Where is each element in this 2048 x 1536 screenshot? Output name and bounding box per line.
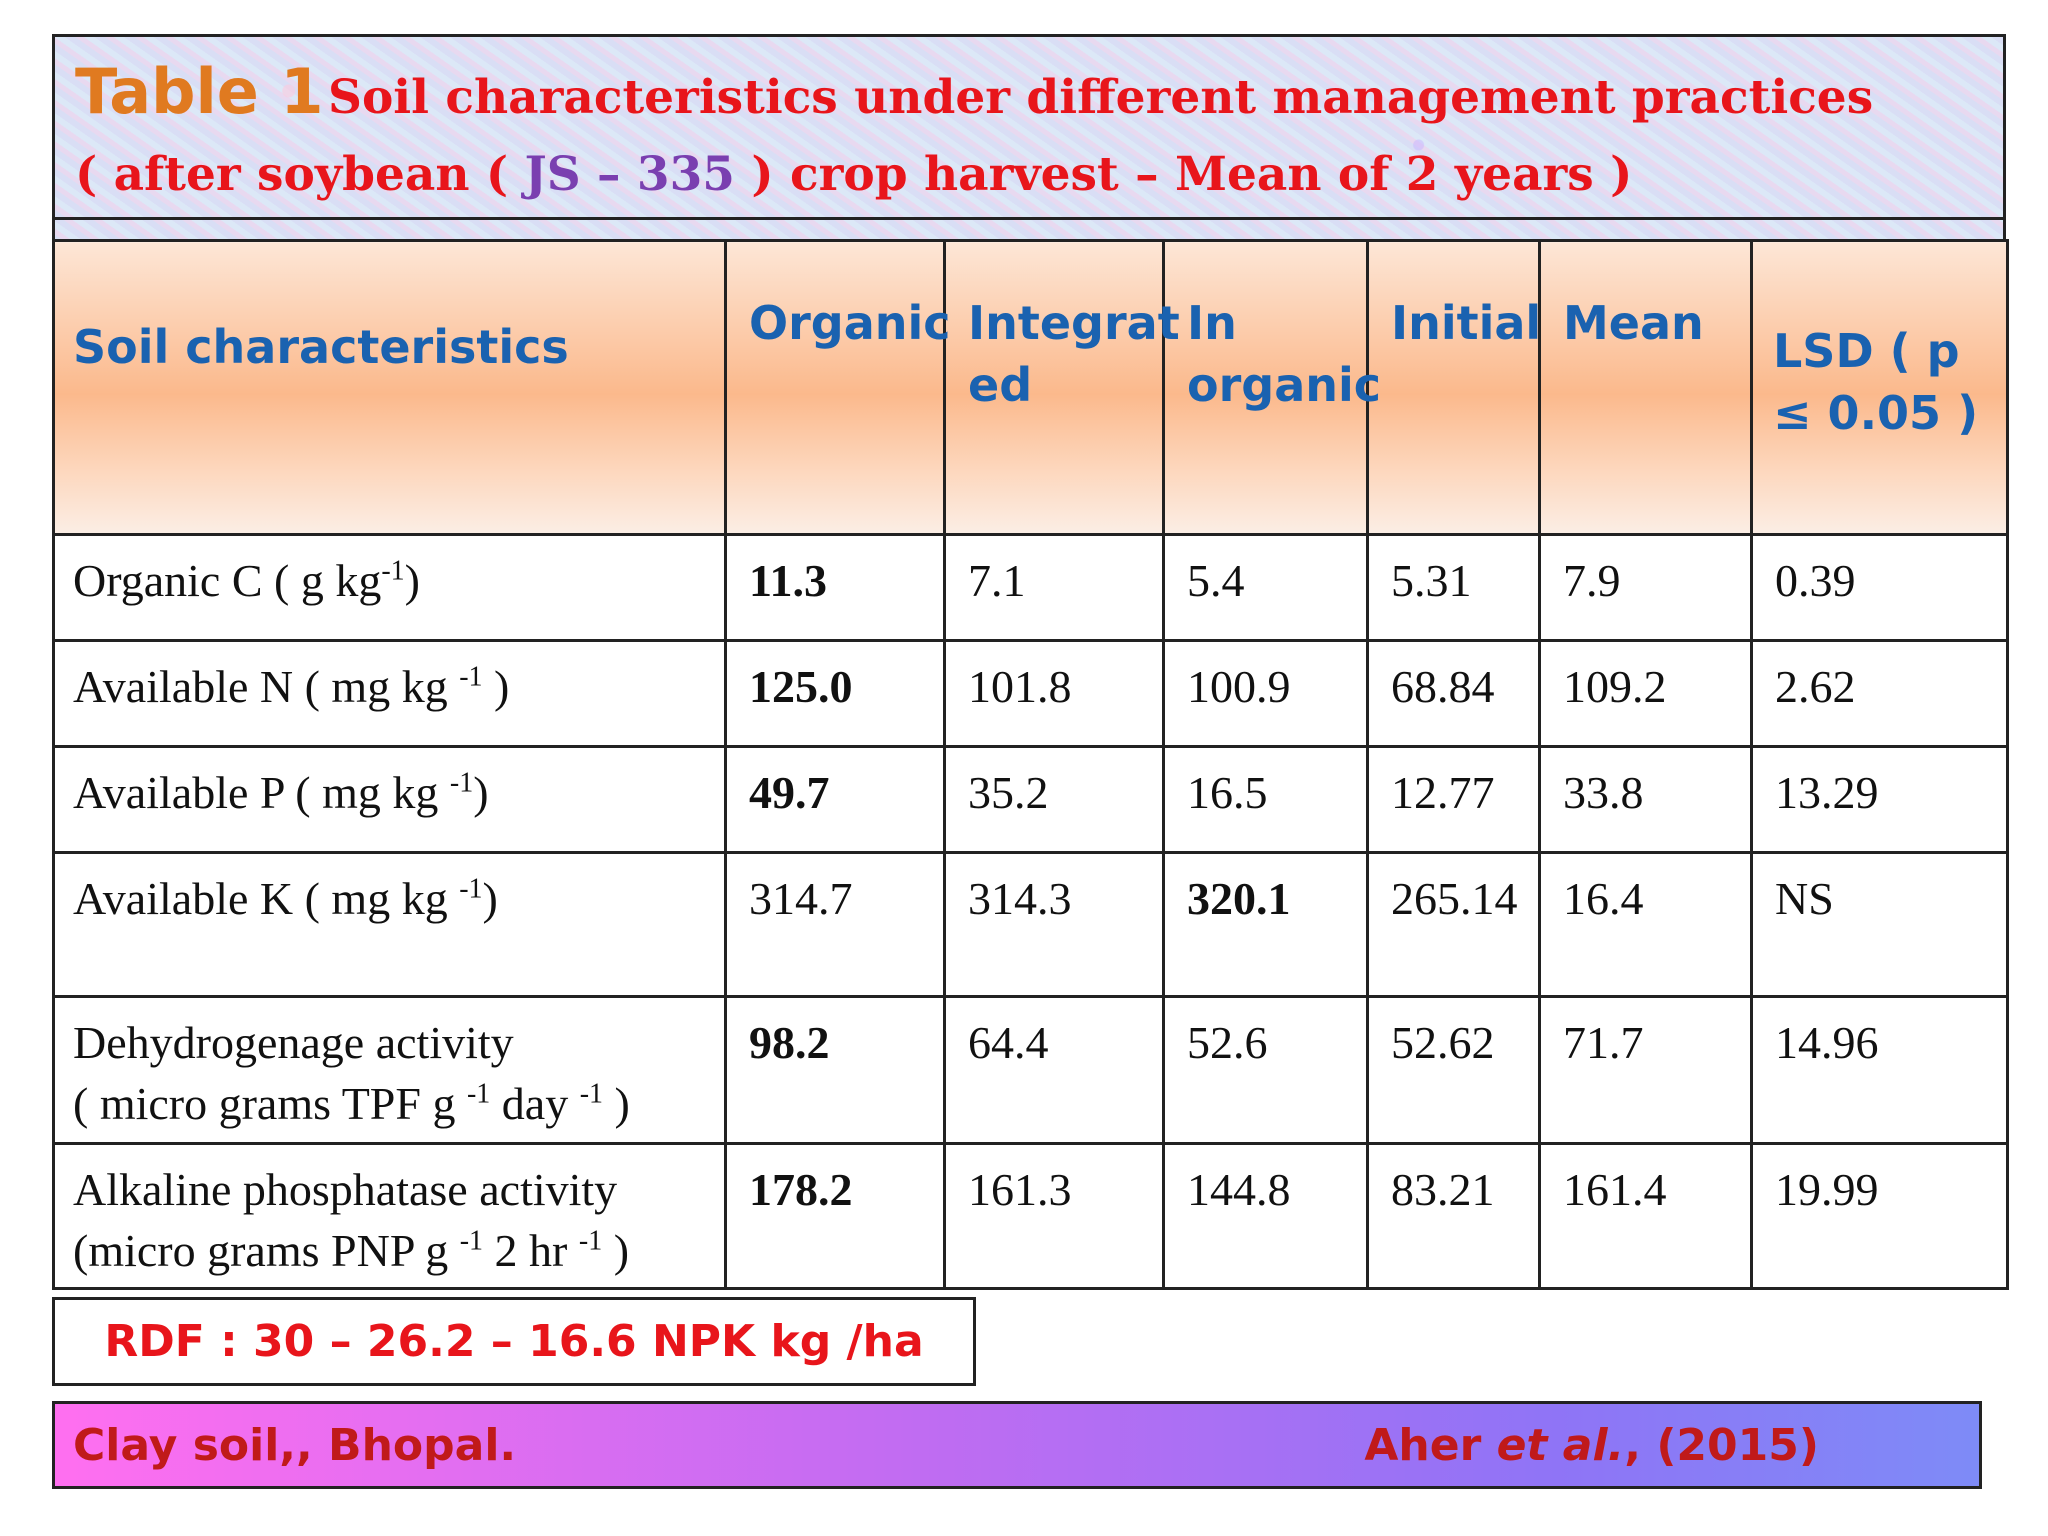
cell-integrated: 101.8 <box>943 639 1165 748</box>
cell-lsd: 13.29 <box>1750 745 2009 854</box>
row-label: Available K ( mg kg -1) <box>52 851 727 998</box>
cell-initial: 52.62 <box>1366 995 1541 1145</box>
header-initial: Initial <box>1366 239 1541 536</box>
cell-inorganic: 16.5 <box>1162 745 1369 854</box>
soil-table: Soil characteristics Organic Integrat ed… <box>52 239 2009 1290</box>
title-line-2: ( after soybean ( JS – 335 ) crop harves… <box>75 147 1632 202</box>
cell-initial: 5.31 <box>1366 533 1541 642</box>
cell-inorganic: 100.9 <box>1162 639 1369 748</box>
title-line-1: Table 1 Soil characteristics under diffe… <box>75 55 1873 128</box>
cell-inorganic: 5.4 <box>1162 533 1369 642</box>
cell-mean: 109.2 <box>1538 639 1753 748</box>
cell-organic: 125.0 <box>724 639 946 748</box>
header-integrated: Integrat ed <box>943 239 1180 536</box>
header-inorganic: In organic <box>1162 239 1381 536</box>
cell-initial: 68.84 <box>1366 639 1541 748</box>
cell-lsd: 2.62 <box>1750 639 2009 748</box>
cell-inorganic: 320.1 <box>1162 851 1369 998</box>
location-text: Clay soil,, Bhopal. <box>73 1420 517 1471</box>
header-organic: Organic <box>724 239 951 536</box>
subtitle-close: ) crop harvest – Mean of 2 years ) <box>751 147 1633 202</box>
cell-integrated: 64.4 <box>943 995 1165 1145</box>
table-row: Alkaline phosphatase activity (micro gram… <box>52 1142 2009 1290</box>
footer-banner: Clay soil,, Bhopal. Aher et al., (2015) <box>52 1401 1982 1489</box>
cell-organic: 98.2 <box>724 995 946 1145</box>
cell-organic: 314.7 <box>724 851 946 998</box>
table-row: Organic C ( g kg-1) 11.3 7.1 5.4 5.31 7.… <box>52 533 2009 642</box>
cell-organic: 11.3 <box>724 533 946 642</box>
table-title-box: Table 1 Soil characteristics under diffe… <box>52 34 2006 220</box>
decorative-stripe <box>52 220 2006 242</box>
table-row: Available K ( mg kg -1) 314.7 314.3 320.… <box>52 851 2009 998</box>
rdf-note: RDF : 30 – 26.2 – 16.6 NPK kg /ha <box>52 1297 976 1386</box>
cell-initial: 12.77 <box>1366 745 1541 854</box>
table-row: Dehydrogenage activity( micro grams TPF … <box>52 995 2009 1145</box>
row-label: Available N ( mg kg -1 ) <box>52 639 727 748</box>
cell-organic: 49.7 <box>724 745 946 854</box>
cell-integrated: 161.3 <box>943 1142 1165 1290</box>
cell-organic: 178.2 <box>724 1142 946 1290</box>
cell-integrated: 7.1 <box>943 533 1165 642</box>
header-mean: Mean <box>1538 239 1753 536</box>
cell-integrated: 35.2 <box>943 745 1165 854</box>
cell-inorganic: 144.8 <box>1162 1142 1369 1290</box>
subtitle-open: ( after soybean ( <box>75 147 509 202</box>
table-row: Available P ( mg kg -1) 49.7 35.2 16.5 1… <box>52 745 2009 854</box>
cell-mean: 161.4 <box>1538 1142 1753 1290</box>
cell-lsd: 14.96 <box>1750 995 2009 1145</box>
table-number: Table 1 <box>75 55 324 128</box>
row-label: Alkaline phosphatase activity (micro gram… <box>52 1142 727 1290</box>
cell-lsd: NS <box>1750 851 2009 998</box>
cell-initial: 265.14 <box>1366 851 1541 998</box>
cell-mean: 16.4 <box>1538 851 1753 998</box>
table-title: Soil characteristics under different man… <box>328 70 1874 125</box>
cell-mean: 7.9 <box>1538 533 1753 642</box>
header-row: Soil characteristics Organic Integrat ed… <box>52 239 2009 536</box>
cell-lsd: 19.99 <box>1750 1142 2009 1290</box>
citation: Aher et al., (2015) <box>1364 1420 1819 1471</box>
row-label: Dehydrogenage activity( micro grams TPF … <box>52 995 727 1145</box>
cell-mean: 71.7 <box>1538 995 1753 1145</box>
table-row: Available N ( mg kg -1 ) 125.0 101.8 100… <box>52 639 2009 748</box>
cell-lsd: 0.39 <box>1750 533 2009 642</box>
header-soil-characteristics: Soil characteristics <box>52 239 727 536</box>
variety-name: JS – 335 <box>524 147 736 202</box>
cell-mean: 33.8 <box>1538 745 1753 854</box>
cell-initial: 83.21 <box>1366 1142 1541 1290</box>
cell-inorganic: 52.6 <box>1162 995 1369 1145</box>
row-label: Organic C ( g kg-1) <box>52 533 727 642</box>
header-lsd: LSD ( p ≤ 0.05 ) <box>1750 239 2009 536</box>
cell-integrated: 314.3 <box>943 851 1165 998</box>
row-label: Available P ( mg kg -1) <box>52 745 727 854</box>
